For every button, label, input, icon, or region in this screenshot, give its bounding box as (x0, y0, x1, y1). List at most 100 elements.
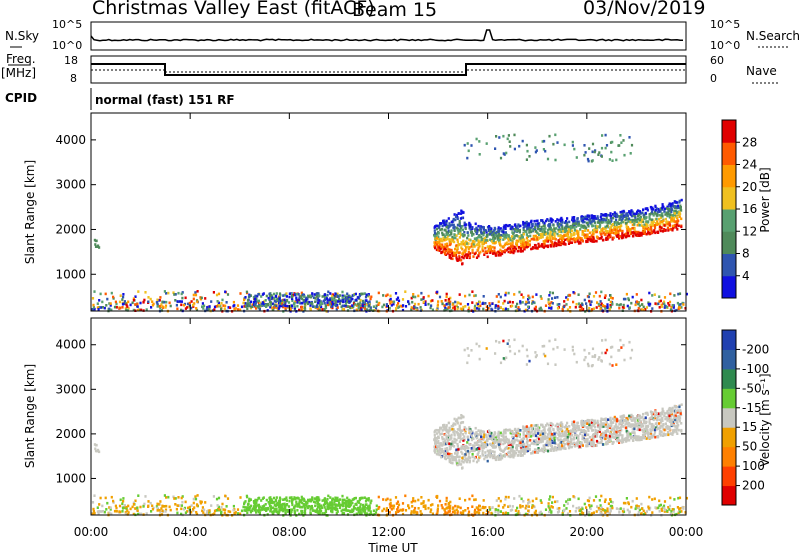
velocity-echo (435, 447, 438, 450)
velocity-echo (435, 428, 438, 432)
velocity-echo (502, 442, 505, 446)
power-ground-echo (277, 307, 280, 310)
power-echo (478, 234, 481, 237)
velocity-echo (503, 439, 506, 442)
power-ground-echo (497, 304, 500, 308)
power-echo (446, 231, 450, 235)
power-cluster-echo (326, 298, 329, 302)
power-ground-echo (203, 304, 206, 308)
power-echo (645, 207, 648, 210)
power-echo (621, 236, 624, 240)
power-echo (472, 245, 475, 248)
power-ground-echo (252, 295, 255, 299)
power-ground-echo (630, 301, 633, 305)
power-echo (513, 245, 516, 249)
power-echo (538, 245, 541, 248)
power-cluster-echo (357, 305, 360, 308)
power-echo (651, 212, 654, 216)
power-echo (455, 251, 458, 254)
velocity-echo (439, 447, 442, 451)
velocity-echo (533, 440, 536, 443)
power-cluster-echo (275, 292, 278, 295)
power-echo (517, 240, 520, 243)
power-ground-echo (609, 296, 613, 299)
velocity-echo (670, 412, 673, 416)
power-echo (443, 251, 446, 255)
power-ground-echo (386, 293, 389, 297)
velocity-echo (436, 432, 439, 435)
power-echo (625, 217, 628, 221)
power-ground-echo (548, 302, 551, 306)
power-echo (550, 228, 554, 232)
power-ground-echo (622, 303, 625, 307)
velocity-echo (525, 437, 528, 441)
velocity-echo (659, 421, 663, 424)
velocity-echo (487, 450, 491, 453)
velocity-echo (474, 432, 477, 436)
power-ground-echo (167, 291, 170, 295)
power-echo (470, 234, 474, 237)
velocity-echo (460, 463, 463, 466)
power-echo (453, 251, 456, 255)
power-ground-echo (390, 304, 393, 307)
velocity-echo (464, 431, 467, 435)
power-echo (563, 228, 566, 232)
velocity-echo (649, 410, 652, 414)
power-ground-echo (658, 306, 661, 309)
power-echo (517, 245, 520, 249)
velocity-echo (613, 418, 616, 421)
power-ground-echo (580, 307, 583, 310)
velocity-echo (654, 428, 657, 432)
power-cluster-echo (302, 299, 305, 302)
power-cluster-echo (249, 300, 253, 304)
power-echo (490, 233, 494, 237)
power-echo (484, 241, 488, 244)
velocity-echo (452, 422, 455, 425)
power-echo (610, 215, 613, 218)
velocity-echo (565, 426, 568, 429)
velocity-echo (665, 416, 669, 419)
velocity-echo (566, 435, 569, 439)
power-ground-echo (208, 305, 211, 308)
velocity-echo (433, 436, 437, 439)
velocity-echo (638, 414, 642, 418)
velocity-echo (481, 452, 484, 455)
velocity-echo (522, 425, 525, 428)
power-echo (625, 235, 628, 238)
power-echo (541, 219, 544, 222)
velocity-echo (472, 459, 475, 463)
power-ground-echo (574, 305, 577, 309)
velocity-echo (461, 429, 464, 432)
velocity-echo (527, 426, 530, 430)
power-ground-echo (540, 308, 543, 312)
power-echo (466, 156, 469, 160)
power-echo (528, 155, 531, 158)
power-echo (464, 241, 467, 245)
velocity-echo (480, 432, 483, 436)
velocity-echo (630, 419, 633, 422)
velocity-echo (606, 439, 609, 443)
power-echo (558, 226, 561, 229)
velocity-echo (584, 438, 588, 441)
velocity-echo (525, 425, 528, 428)
power-echo (473, 240, 476, 244)
velocity-echo (544, 354, 547, 358)
power-echo (471, 248, 474, 252)
velocity-echo (676, 410, 679, 414)
power-echo (533, 219, 536, 223)
power-echo (645, 221, 648, 225)
power-cluster-echo (324, 304, 327, 307)
power-echo (440, 222, 443, 225)
power-ground-echo (509, 305, 512, 308)
power-cluster-echo (256, 305, 259, 308)
velocity-echo (490, 438, 494, 441)
power-echo (552, 224, 555, 227)
power-ground-echo (438, 295, 442, 299)
power-ground-echo (474, 294, 477, 297)
power-ground-echo (326, 303, 329, 306)
velocity-echo (518, 435, 521, 438)
power-echo (534, 146, 537, 149)
power-echo (605, 144, 609, 147)
velocity-echo (610, 433, 613, 436)
velocity-echo (555, 448, 558, 452)
